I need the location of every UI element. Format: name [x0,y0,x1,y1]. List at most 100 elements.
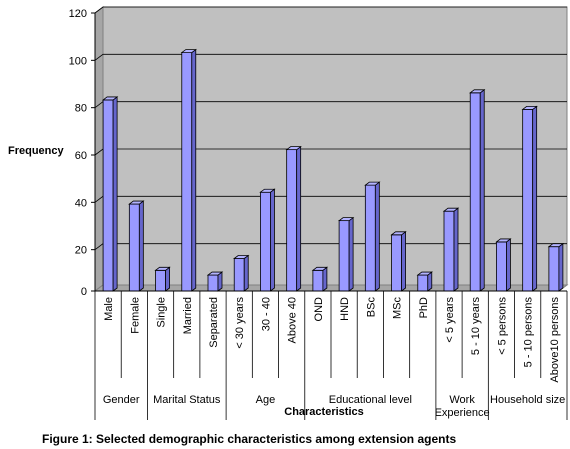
bar-front [181,52,193,292]
category-label: Above 40 [287,297,299,343]
category-label: PhD [418,297,430,318]
bar [469,89,486,292]
bar-top [154,266,171,271]
bar [206,271,224,292]
bar-top [101,96,119,101]
bar-top [495,238,512,243]
bar-front [469,92,481,292]
bar-side [112,96,118,292]
bar-top [469,89,486,94]
bars [101,48,565,292]
bar-side [191,48,197,292]
bar [311,266,329,292]
category-label: OND [313,297,325,322]
bar [285,145,302,292]
bar-side [453,207,459,292]
group-labels: Gender Marital Status Age Educational level… [103,394,565,419]
bar [259,188,276,292]
bar-top [442,207,460,212]
gridline [94,53,567,61]
bar-side [348,216,354,292]
bar [416,271,433,292]
category-label: 30 - 40 [260,297,272,331]
bar [128,200,145,292]
bar-top [128,200,145,205]
bar-top [206,271,224,276]
bar-side [401,231,406,292]
y-tick-label: 20 [75,245,87,257]
bar-top [390,231,407,236]
bar-top [259,188,276,193]
bar-front [338,220,350,292]
group-label: Work [449,394,475,406]
bar [442,207,460,292]
figure-caption: Figure 1: Selected demographic character… [42,432,456,446]
bar-front [496,241,507,292]
bar [233,254,250,292]
group-label: Gender [103,394,140,406]
bar-front [522,109,534,292]
bar [495,238,512,292]
bar-front [548,246,560,292]
y-tick-label: 80 [75,103,87,115]
bar-side [532,105,538,292]
gridline [94,6,567,14]
bar-front [417,274,429,292]
bar-top [285,146,302,151]
bar-side [296,145,302,292]
bar [547,242,565,292]
bar [390,231,407,292]
bar-front [391,234,402,292]
bar-side [270,188,275,292]
bar-side [374,181,380,292]
category-label: MSc [392,297,404,320]
y-axis-title: Frequency [8,145,65,157]
bar [364,181,381,292]
bar-side [138,200,144,292]
bar-front [207,274,219,292]
bar-side [243,254,249,292]
category-label: Separated [208,297,220,348]
category-label: Above10 persons [549,297,561,383]
bar [337,216,355,292]
category-label: Female [129,297,141,334]
category-label: HND [339,297,351,321]
bar-side [506,238,511,292]
bar-front [364,184,376,292]
bar-front [312,269,324,292]
y-tick-label: 120 [69,8,87,20]
category-label: Single [156,297,168,328]
bar-side [165,266,170,292]
bar [180,48,197,292]
category-label: 5 - 10 years [470,297,482,356]
bar-front [286,149,298,292]
group-label: Household size [490,394,565,406]
bar-front [102,99,114,292]
bar-top [311,266,329,271]
y-axis: 0 20 40 60 80 100 120 [69,8,96,298]
category-label: < 30 years [234,297,246,349]
category-label: Married [182,297,194,334]
x-axis-title: Characteristics [284,406,364,418]
category-label: 5 - 10 persons [523,297,535,368]
bar-front [233,258,245,292]
bar-top [180,49,197,53]
group-label: Age [256,394,276,406]
bar [521,105,538,292]
group-label: Educational level [329,394,412,406]
category-label: < 5 persons [496,297,508,355]
bar-top [521,106,538,110]
bar-side [479,89,485,292]
bar-side [558,242,564,292]
bar-top [364,181,381,186]
x-axis [94,290,568,420]
group-label: Marital Status [153,394,221,406]
category-label: < 5 years [444,297,456,343]
y-tick-label: 100 [69,55,87,67]
bar-top [416,271,433,276]
y-tick-label: 40 [75,197,87,209]
bar-front [128,203,140,292]
category-label: Male [103,297,115,321]
category-labels: Male Female Single Married Separated < 30 yea… [103,297,561,383]
